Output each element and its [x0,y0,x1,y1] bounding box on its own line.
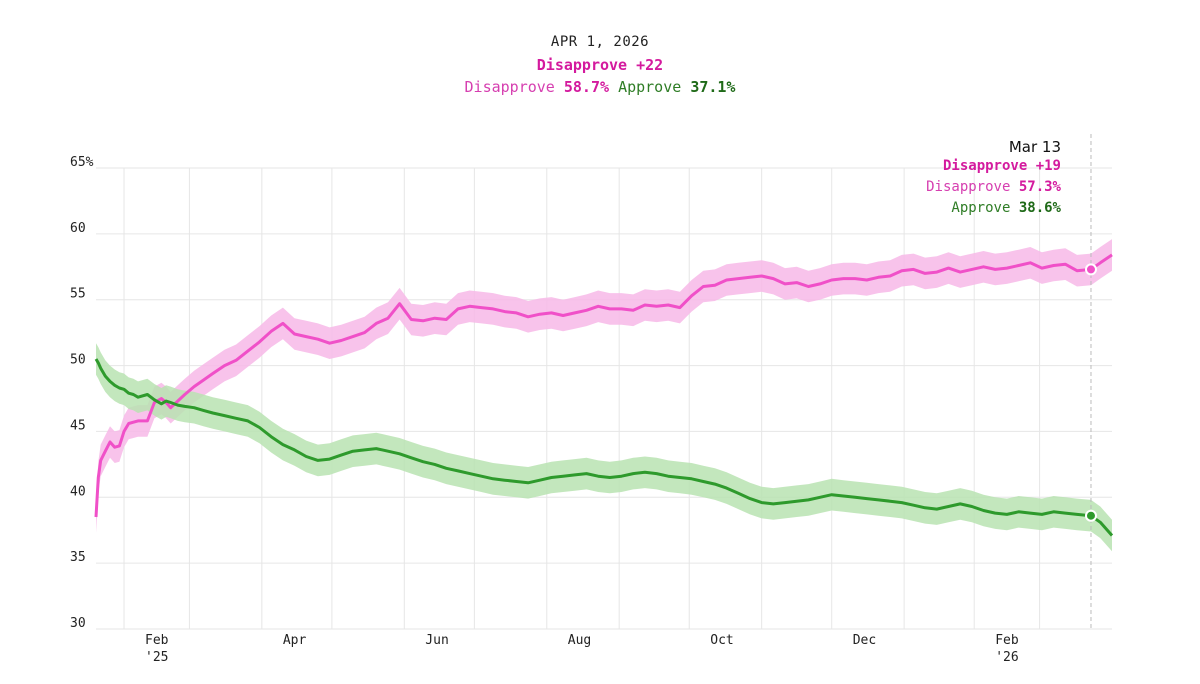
y-tick-label-65: 65% [70,155,94,170]
y-axis-labels: 30 35 40 45 50 55 60 65% [70,155,94,631]
y-tick-label-40: 40 [70,484,86,499]
chart-header: APR 1, 2026 Disapprove +22 Disapprove 58… [0,34,1200,96]
hover-disapprove-value: 57.3% [1019,179,1062,195]
x-tick-label-2: Jun [425,633,448,648]
hover-approve-value: 38.6% [1019,200,1062,216]
y-tick-label-55: 55 [70,287,86,302]
y-tick-label-50: 50 [70,353,86,368]
x-tick-label-3: Aug [568,633,591,648]
y-tick-label-35: 35 [70,550,86,565]
hover-disapprove: Disapprove 57.3% [926,179,1061,195]
x-tick-label-0: Feb [145,633,169,648]
header-margin: Disapprove +22 [536,56,664,74]
y-tick-label-60: 60 [70,221,86,236]
hover-date: Mar 13 [1009,138,1061,156]
header-approve-value: 37.1% [690,78,736,96]
hover-approve-label: Approve [951,200,1010,216]
hover-margin: Disapprove +19 [943,158,1061,174]
approve-line[interactable] [94,358,1114,537]
header-disapprove-label: Disapprove [464,78,555,96]
y-gridlines [96,167,1112,630]
hover-disapprove-dot[interactable] [1084,263,1097,276]
x-tick-year-6: '26 [995,650,1018,665]
approve-band [96,343,1112,552]
header-date: APR 1, 2026 [550,34,650,50]
disapprove-line[interactable] [94,253,1113,518]
x-axis-labels: Feb '25 Apr Jun Aug Oct Dec Feb '26 [145,633,1019,665]
x-gridlines [123,168,1041,629]
x-tick-label-5: Dec [853,633,876,648]
x-tick-label-1: Apr [283,633,307,648]
x-tick-label-4: Oct [710,633,733,648]
header-disapprove-value: 58.7% [563,78,610,96]
x-tick-year-0: '25 [145,650,168,665]
y-tick-label-30: 30 [70,616,86,631]
hover-approve: Approve 38.6% [951,200,1061,216]
hover-tooltip: Mar 13 Disapprove +19 Disapprove 57.3% A… [926,138,1061,216]
series-lines [94,253,1114,537]
header-approve-label: Approve [618,78,682,96]
x-tick-label-6: Feb [995,633,1019,648]
hover-disapprove-label: Disapprove [926,179,1010,195]
y-tick-label-45: 45 [70,418,86,433]
header-values: Disapprove 58.7% Approve 37.1% [0,78,1200,96]
hover-approve-dot[interactable] [1084,509,1097,522]
